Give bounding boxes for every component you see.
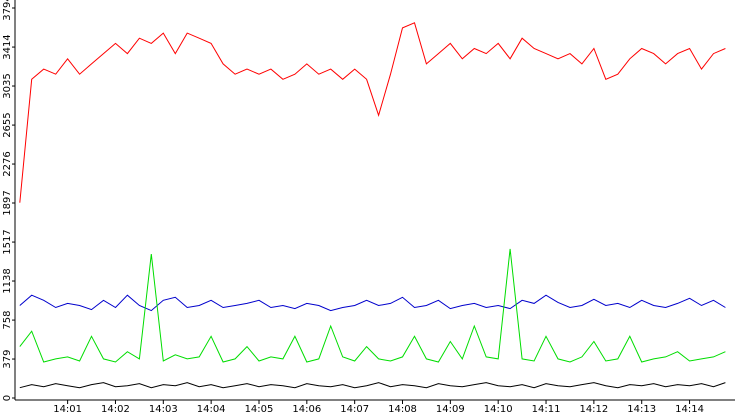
y-tick-label: 0	[2, 395, 13, 401]
y-tick-label: 1138	[2, 268, 13, 293]
y-tick-label: 3035	[2, 73, 13, 98]
series-line	[19, 22, 726, 203]
y-tick-label: 3794	[2, 0, 13, 21]
series-line	[19, 382, 726, 389]
y-tick-label: 2276	[2, 151, 13, 176]
y-tick-label: 1517	[2, 229, 13, 254]
x-tick-label: 14:05	[245, 404, 274, 415]
x-tick-label: 14:14	[675, 404, 704, 415]
x-tick-label: 14:12	[579, 404, 608, 415]
x-tick-label: 14:11	[532, 404, 561, 415]
x-tick-label: 14:01	[53, 404, 82, 415]
series-line	[19, 294, 726, 312]
x-tick-label: 14:04	[197, 404, 226, 415]
y-tick-label: 379	[2, 349, 13, 368]
x-tick-label: 14:07	[340, 404, 369, 415]
y-tick-label: 2655	[2, 112, 13, 137]
x-tick-label: 14:10	[484, 404, 513, 415]
y-tick-label: 758	[2, 311, 13, 330]
x-tick-label: 14:06	[292, 404, 321, 415]
series-line	[19, 248, 726, 363]
x-tick-label: 14:02	[101, 404, 130, 415]
y-tick-label: 3414	[2, 34, 13, 59]
x-tick-label: 14:03	[149, 404, 178, 415]
x-tick-label: 14:09	[436, 404, 465, 415]
x-tick-label: 14:13	[627, 404, 656, 415]
x-tick-label: 14:08	[388, 404, 417, 415]
y-tick-label: 1897	[2, 190, 13, 215]
